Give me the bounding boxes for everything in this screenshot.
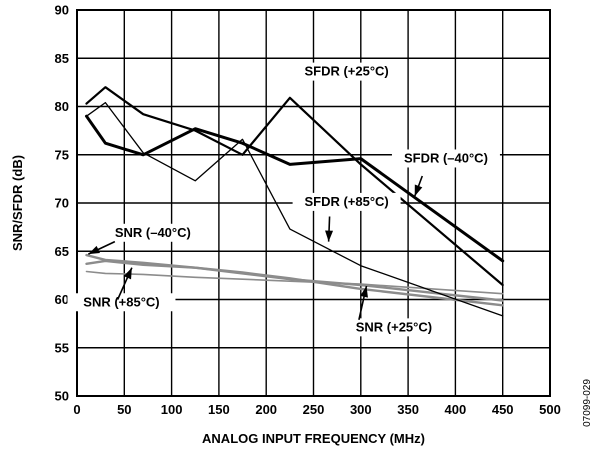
series-sfdr-85-c: [85, 101, 504, 317]
annotation-bg: [339, 318, 448, 337]
x-tick-label: 50: [117, 402, 131, 417]
annotation-arrowhead: [360, 285, 368, 298]
y-tick-label: 80: [55, 99, 69, 114]
y-tick-label: 75: [55, 147, 69, 162]
annotation-label: SNR (–40°C): [115, 225, 191, 240]
x-tick-label: 200: [255, 402, 277, 417]
series-sfdr-40-c: [85, 114, 505, 263]
annotation-label: SFDR (–40°C): [404, 150, 488, 165]
annotation-bg: [109, 223, 218, 242]
y-tick-label: 85: [55, 51, 69, 66]
y-tick-label: 50: [55, 389, 69, 404]
x-tick-label: 350: [397, 402, 419, 417]
series-sfdr-25-c: [85, 86, 504, 287]
y-tick-label: 60: [55, 292, 69, 307]
x-axis-label: ANALOG INPUT FREQUENCY (MHz): [202, 431, 425, 446]
y-tick-label: 65: [55, 244, 69, 259]
annotation-arrowhead: [414, 184, 423, 197]
annotation-label: SFDR (+85°C): [304, 194, 388, 209]
annotations: SFDR (+25°C) SFDR (–40°C) SFDR (+85°C) SNR …: [67, 62, 500, 337]
annotation-arrowhead: [325, 230, 334, 242]
x-tick-label: 500: [539, 402, 561, 417]
annotation-label: SFDR (+25°C): [304, 64, 388, 79]
annotation-label: SNR (+25°C): [356, 319, 432, 334]
figure-id: 07099-029: [582, 379, 593, 427]
x-tick-label: 0: [73, 402, 80, 417]
annotation-arrowhead: [123, 267, 132, 280]
y-axis-label: SNR/SFDR (dB): [10, 155, 25, 251]
annotation-bg: [67, 293, 176, 312]
series-lines: [85, 86, 505, 317]
series-snr-85-c: [85, 259, 504, 307]
y-tick-labels: 50 55 60 65 70 75 80 85 90: [55, 3, 69, 404]
annotation-bg: [391, 149, 500, 168]
plot-frame: [76, 9, 551, 397]
annotation-bg: [292, 62, 401, 81]
x-tick-label: 450: [492, 402, 514, 417]
annotation-label: SNR (+85°C): [83, 294, 159, 309]
series-snr-25-c: [85, 270, 504, 295]
annotation-arrowhead: [88, 245, 101, 255]
x-tick-labels: 0 50 100 150 200 250 300 350 400 450 500: [73, 402, 560, 417]
y-tick-label: 90: [55, 3, 69, 18]
x-tick-label: 250: [303, 402, 325, 417]
x-tick-label: 400: [445, 402, 467, 417]
y-tick-label: 70: [55, 196, 69, 211]
x-tick-label: 100: [161, 402, 183, 417]
y-tick-label: 55: [55, 340, 69, 355]
x-tick-label: 300: [350, 402, 372, 417]
annotation-bg: [292, 192, 401, 211]
x-tick-label: 150: [208, 402, 230, 417]
